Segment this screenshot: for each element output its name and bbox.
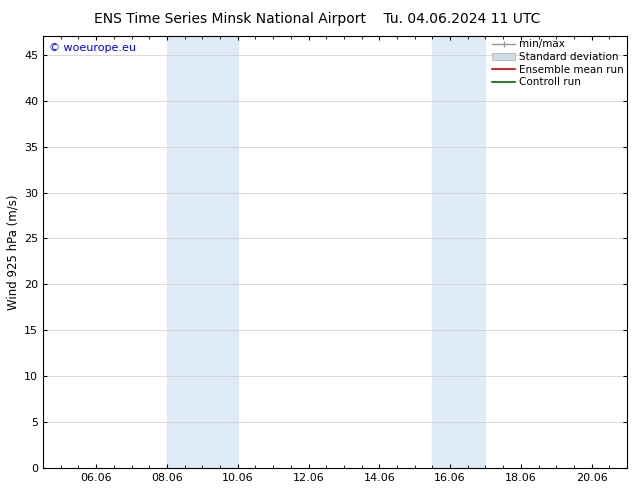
Text: © woeurope.eu: © woeurope.eu (49, 43, 136, 53)
Y-axis label: Wind 925 hPa (m/s): Wind 925 hPa (m/s) (7, 195, 20, 310)
Bar (167, 36, 238, 468)
Legend: min/max, Standard deviation, Ensemble mean run, Controll run: min/max, Standard deviation, Ensemble me… (490, 37, 626, 89)
Bar (432, 36, 486, 468)
Text: ENS Time Series Minsk National Airport    Tu. 04.06.2024 11 UTC: ENS Time Series Minsk National Airport T… (94, 12, 540, 26)
